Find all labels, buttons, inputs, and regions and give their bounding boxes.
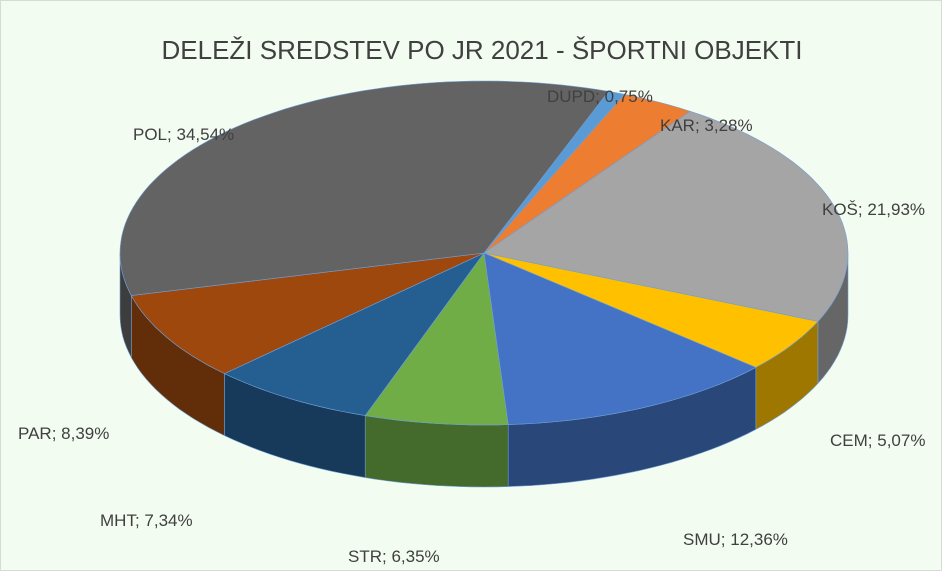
label-value: 12,36% — [730, 530, 788, 549]
slice — [223, 252, 485, 416]
label-separator: ; — [135, 511, 144, 530]
label-category: PAR — [18, 424, 52, 443]
chart-title: DELEŽI SREDSTEV PO JR 2021 - ŠPORTNI OBJ… — [161, 35, 802, 65]
data-label: CEM; 5,07% — [830, 431, 925, 450]
data-label: SMU; 12,36% — [683, 530, 788, 549]
label-separator: ; — [858, 200, 867, 219]
label-value: 34,54% — [176, 125, 234, 144]
label-value: 21,93% — [867, 200, 925, 219]
slice — [364, 252, 509, 426]
side-walls — [119, 252, 849, 488]
label-category: KAR — [660, 116, 695, 135]
label-value: 6,35% — [391, 547, 439, 566]
label-separator: ; — [695, 116, 704, 135]
slice — [130, 252, 485, 374]
label-value: 3,28% — [704, 116, 752, 135]
label-separator: ; — [382, 547, 391, 566]
slice — [483, 93, 691, 254]
label-value: 8,39% — [61, 424, 109, 443]
data-label: KOŠ; 21,93% — [822, 200, 925, 219]
data-label: KAR; 3,28% — [660, 116, 753, 135]
slice — [483, 110, 849, 322]
data-label: PAR; 8,39% — [18, 424, 109, 443]
slice — [483, 252, 819, 368]
label-separator: ; — [721, 530, 730, 549]
slice — [483, 252, 757, 425]
label-value: 7,34% — [144, 511, 192, 530]
label-category: STR — [348, 547, 382, 566]
slice-side — [364, 415, 509, 488]
label-category: POL — [133, 125, 167, 144]
label-category: CEM — [830, 431, 868, 450]
data-label: DUPD; 0,75% — [547, 87, 653, 106]
label-separator: ; — [167, 125, 176, 144]
label-category: DUPD — [547, 87, 595, 106]
top-faces — [119, 80, 849, 426]
label-separator: ; — [595, 87, 604, 106]
label-separator: ; — [868, 431, 877, 450]
label-separator: ; — [52, 424, 61, 443]
label-category: KOŠ — [822, 200, 858, 219]
slice — [119, 80, 610, 296]
data-label: POL; 34,54% — [133, 125, 234, 144]
label-category: SMU — [683, 530, 721, 549]
label-category: MHT — [100, 511, 136, 530]
label-value: 5,07% — [877, 431, 925, 450]
data-label: MHT; 7,34% — [100, 511, 193, 530]
label-value: 0,75% — [605, 87, 653, 106]
data-label: STR; 6,35% — [348, 547, 440, 566]
